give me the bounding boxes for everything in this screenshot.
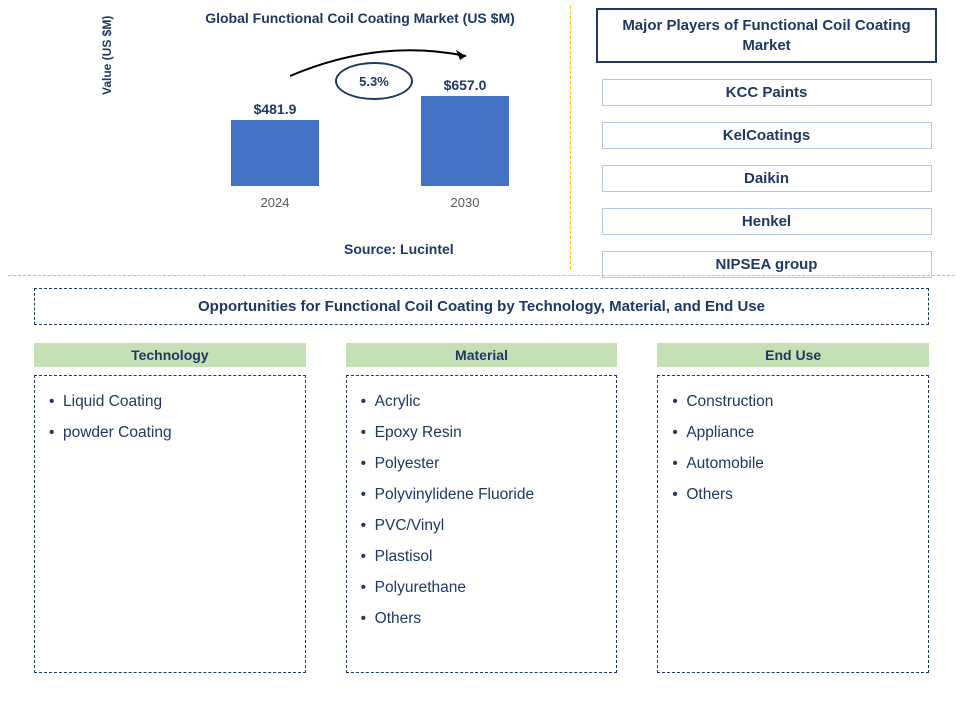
top-region: Global Functional Coil Coating Market (U… <box>0 0 963 275</box>
player-chip: Henkel <box>602 208 932 235</box>
column-header: End Use <box>657 343 929 367</box>
chart-ylabel: Value (US $M) <box>100 16 114 95</box>
list-item: Polyurethane <box>361 572 603 603</box>
player-chip: KCC Paints <box>602 79 932 106</box>
opportunity-column: Technology Liquid Coatingpowder Coating <box>34 343 306 673</box>
opportunities-region: Opportunities for Functional Coil Coatin… <box>0 288 963 673</box>
bar: $657.0 <box>410 77 520 186</box>
list-item: Plastisol <box>361 541 603 572</box>
list-item: Others <box>672 479 914 510</box>
list-item: Appliance <box>672 417 914 448</box>
bars-row: $481.9 $657.0 <box>180 66 560 186</box>
opportunities-title: Opportunities for Functional Coil Coatin… <box>34 288 929 325</box>
source-label: Source: Lucintel <box>344 241 454 257</box>
opportunity-column: Material AcrylicEpoxy ResinPolyesterPolyv… <box>346 343 618 673</box>
bar: $481.9 <box>220 101 330 186</box>
horizontal-divider <box>8 275 955 276</box>
list-item: PVC/Vinyl <box>361 510 603 541</box>
chart-title: Global Functional Coil Coating Market (U… <box>150 10 570 26</box>
list-item: Construction <box>672 386 914 417</box>
vertical-divider <box>570 6 571 269</box>
list-item: Others <box>361 603 603 634</box>
player-chip: NIPSEA group <box>602 251 932 278</box>
bar-value-label: $481.9 <box>254 101 297 117</box>
chart-panel: Global Functional Coil Coating Market (U… <box>0 0 570 275</box>
list-item: Polyester <box>361 448 603 479</box>
x-category-label: 2030 <box>410 195 520 210</box>
list-item: Epoxy Resin <box>361 417 603 448</box>
players-list: KCC Paints KelCoatings Daikin Henkel NIPSEA … <box>596 79 937 278</box>
bar-rect <box>421 96 509 186</box>
x-categories: 2024 2030 <box>180 195 560 210</box>
list-item: Liquid Coating <box>49 386 291 417</box>
column-body: ConstructionApplianceAutomobileOthers <box>657 375 929 673</box>
list-item: Automobile <box>672 448 914 479</box>
opportunity-columns: TechnologyLiquid Coatingpowder CoatingMa… <box>34 343 929 673</box>
x-category-label: 2024 <box>220 195 330 210</box>
opportunity-column: End Use ConstructionApplianceAutomobileOt… <box>657 343 929 673</box>
chart-area: 5.3% $481.9$657.0 20242030 <box>160 44 560 214</box>
players-title: Major Players of Functional Coil Coating… <box>596 8 937 63</box>
column-header: Material <box>346 343 618 367</box>
player-chip: KelCoatings <box>602 122 932 149</box>
bar-rect <box>231 120 319 186</box>
list-item: powder Coating <box>49 417 291 448</box>
column-body: AcrylicEpoxy ResinPolyesterPolyvinyliden… <box>346 375 618 673</box>
players-panel: Major Players of Functional Coil Coating… <box>570 0 963 275</box>
bar-value-label: $657.0 <box>444 77 487 93</box>
column-header: Technology <box>34 343 306 367</box>
column-body: Liquid Coatingpowder Coating <box>34 375 306 673</box>
list-item: Acrylic <box>361 386 603 417</box>
list-item: Polyvinylidene Fluoride <box>361 479 603 510</box>
player-chip: Daikin <box>602 165 932 192</box>
